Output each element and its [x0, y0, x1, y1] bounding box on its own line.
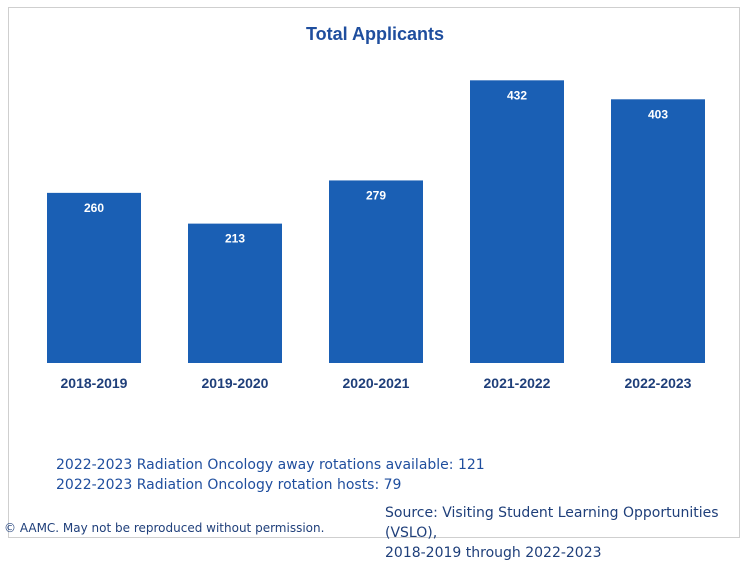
source-text: Source: Visiting Student Learning Opport…	[385, 503, 747, 563]
note-rotation-hosts: 2022-2023 Radiation Oncology rotation ho…	[56, 477, 402, 493]
data-label-2019-2020: 213	[225, 232, 245, 246]
copyright-text: © AAMC. May not be reproduced without pe…	[4, 521, 325, 535]
x-tick-label-2022-2023: 2022-2023	[625, 375, 692, 391]
x-tick-label-2019-2020: 2019-2020	[202, 375, 269, 391]
data-labels-group: 260 213 279 432 403	[84, 88, 668, 245]
x-tick-label-2018-2019: 2018-2019	[61, 375, 128, 391]
bar-chart: Total Applicants 260 213 279 432 403 2018-20…	[47, 24, 705, 391]
data-label-2022-2023: 403	[648, 107, 668, 121]
bar-2018-2019	[47, 192, 141, 363]
x-tick-label-2020-2021: 2020-2021	[343, 375, 410, 391]
source-line-2: 2018-2019 through 2022-2023	[385, 545, 602, 561]
source-line-1: Source: Visiting Student Learning Opport…	[385, 505, 719, 541]
chart-title: Total Applicants	[306, 24, 444, 44]
bar-2019-2020	[188, 223, 282, 363]
chart-frame	[8, 7, 740, 538]
bars-group	[47, 80, 705, 364]
bar-2020-2021	[329, 180, 423, 363]
bar-2022-2023	[611, 99, 705, 364]
data-label-2021-2022: 432	[507, 88, 527, 102]
data-label-2020-2021: 279	[366, 188, 386, 202]
x-tick-label-2021-2022: 2021-2022	[484, 375, 551, 391]
note-away-rotations: 2022-2023 Radiation Oncology away rotati…	[56, 457, 485, 473]
x-axis-ticks-group: 2018-2019 2019-2020 2020-2021 2021-2022 2022…	[61, 375, 692, 391]
bar-2021-2022	[470, 80, 564, 363]
data-label-2018-2019: 260	[84, 201, 104, 215]
